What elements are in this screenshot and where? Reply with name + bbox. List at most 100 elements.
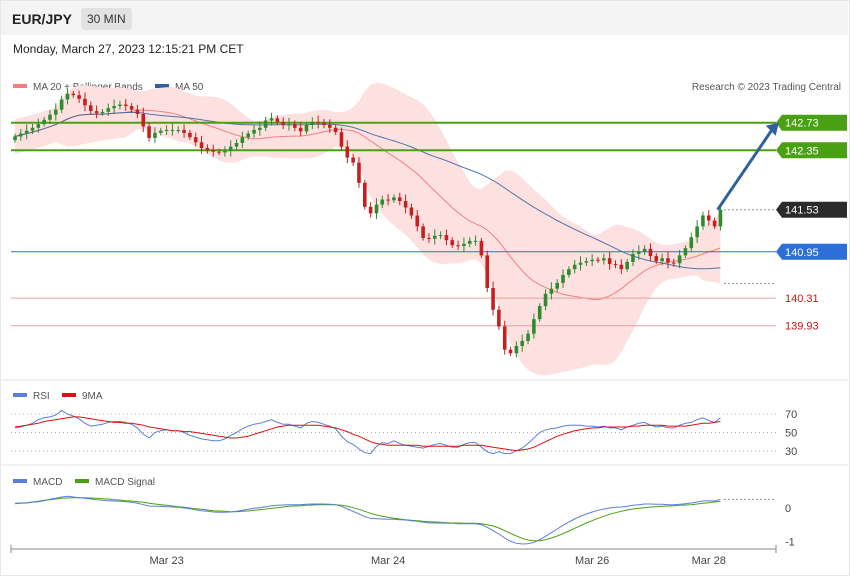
bull-candle: [520, 340, 525, 346]
bear-candle: [357, 162, 361, 183]
rsi-tick-label: 50: [785, 428, 797, 440]
bull-candle: [112, 106, 116, 109]
bull-candle: [462, 243, 466, 246]
bear-candle: [328, 124, 332, 128]
bear-candle: [188, 132, 192, 138]
bull-candle: [100, 111, 105, 114]
bear-candle: [94, 111, 99, 114]
rsi-tick-label: 30: [785, 446, 797, 458]
rsi-legend-label: RSI: [33, 391, 50, 402]
pivot-label: 140.95: [785, 247, 819, 259]
bull-candle: [223, 150, 227, 153]
bear-candle: [596, 259, 600, 261]
bollinger-band-fill: [15, 82, 721, 376]
bull-candle: [555, 282, 559, 289]
bull-candle: [543, 293, 548, 307]
bull-candle: [578, 262, 583, 265]
bear-candle: [415, 215, 420, 227]
bull-candle: [631, 253, 635, 262]
bear-candle: [613, 264, 618, 266]
last-price-tag: [776, 201, 847, 218]
bull-candle: [532, 319, 536, 334]
bull-candle: [695, 226, 699, 238]
macd-signal-legend-label: MACD Signal: [95, 477, 155, 488]
bull-candle: [234, 143, 239, 147]
bull-candle: [240, 137, 245, 143]
bull-candle: [374, 204, 379, 214]
bull-candle: [263, 120, 268, 128]
bull-candle: [106, 108, 111, 112]
resistance-tag: [776, 142, 847, 159]
rsi-ma-legend-swatch: [62, 393, 76, 397]
bear-candle: [427, 237, 431, 239]
bear-candle: [619, 264, 624, 270]
rsi-panel: 70 50 30: [11, 409, 797, 458]
timeframe-badge[interactable]: 30 MIN: [81, 8, 132, 30]
bear-candle: [211, 150, 216, 152]
bull-candle: [432, 235, 437, 239]
bear-candle: [77, 95, 81, 99]
bear-candle: [281, 121, 285, 125]
bear-candle: [322, 122, 326, 125]
rsi-tick-label: 70: [785, 409, 797, 421]
forecast-arrow-head: [765, 122, 779, 136]
bull-candle: [153, 132, 157, 138]
bear-candle: [129, 106, 134, 110]
macd-legend-swatch: [13, 479, 27, 483]
bear-candle: [403, 201, 408, 208]
forecast-arrow: [716, 122, 779, 211]
bear-candle: [712, 220, 717, 227]
header-bar: EUR/JPY 30 MIN: [1, 1, 848, 35]
bull-candle: [30, 127, 35, 131]
bull-candle: [590, 259, 594, 262]
resistance-tag: [776, 114, 847, 131]
bull-candle: [637, 251, 641, 254]
bull-candle: [660, 258, 664, 262]
bull-candle: [42, 119, 46, 125]
bull-candle: [392, 197, 396, 201]
price-levels: 142.73 142.35 141.53 140.95 140.31 139.93: [11, 114, 847, 333]
support-label: 140.31: [785, 293, 819, 305]
bear-candle: [706, 215, 711, 221]
bear-candle: [141, 114, 146, 127]
bear-candle: [368, 206, 373, 214]
bull-candle: [625, 261, 629, 270]
bull-candle: [683, 248, 688, 256]
bull-candle: [549, 288, 554, 294]
bear-candle: [123, 104, 128, 107]
bear-candle: [298, 127, 303, 132]
bull-candle: [252, 129, 256, 134]
bull-candle: [65, 93, 70, 100]
bull-candle: [228, 146, 233, 151]
pivot-tag: [776, 243, 847, 260]
bear-candle: [351, 157, 355, 163]
macd-signal-legend-swatch: [75, 479, 89, 483]
bull-candle: [170, 129, 175, 131]
bear-candle: [363, 182, 367, 207]
bear-candle: [508, 349, 513, 354]
bear-candle: [88, 105, 93, 112]
bull-candle: [246, 133, 250, 138]
resistance-label: 142.73: [785, 118, 819, 130]
bull-candle: [13, 136, 17, 141]
bear-candle: [397, 197, 402, 201]
bull-candle: [164, 129, 169, 131]
bear-candle: [666, 258, 670, 263]
last-price-label: 141.53: [785, 205, 819, 217]
ma50-line: [14, 111, 721, 270]
bull-candle: [48, 114, 52, 120]
bear-candle: [456, 245, 460, 247]
bear-candle: [205, 148, 210, 151]
symbol-title: EUR/JPY: [12, 11, 72, 27]
bollinger-bands: [15, 82, 721, 376]
bull-candle: [380, 199, 385, 205]
bear-candle: [607, 258, 612, 265]
bear-candle: [333, 127, 338, 133]
bear-candle: [444, 235, 449, 241]
bull-candle: [642, 248, 647, 252]
bear-candle: [293, 124, 297, 128]
bear-candle: [147, 126, 151, 138]
macd-panel: 0 -1: [14, 495, 795, 548]
bear-candle: [71, 93, 76, 96]
bear-candle: [386, 199, 390, 201]
